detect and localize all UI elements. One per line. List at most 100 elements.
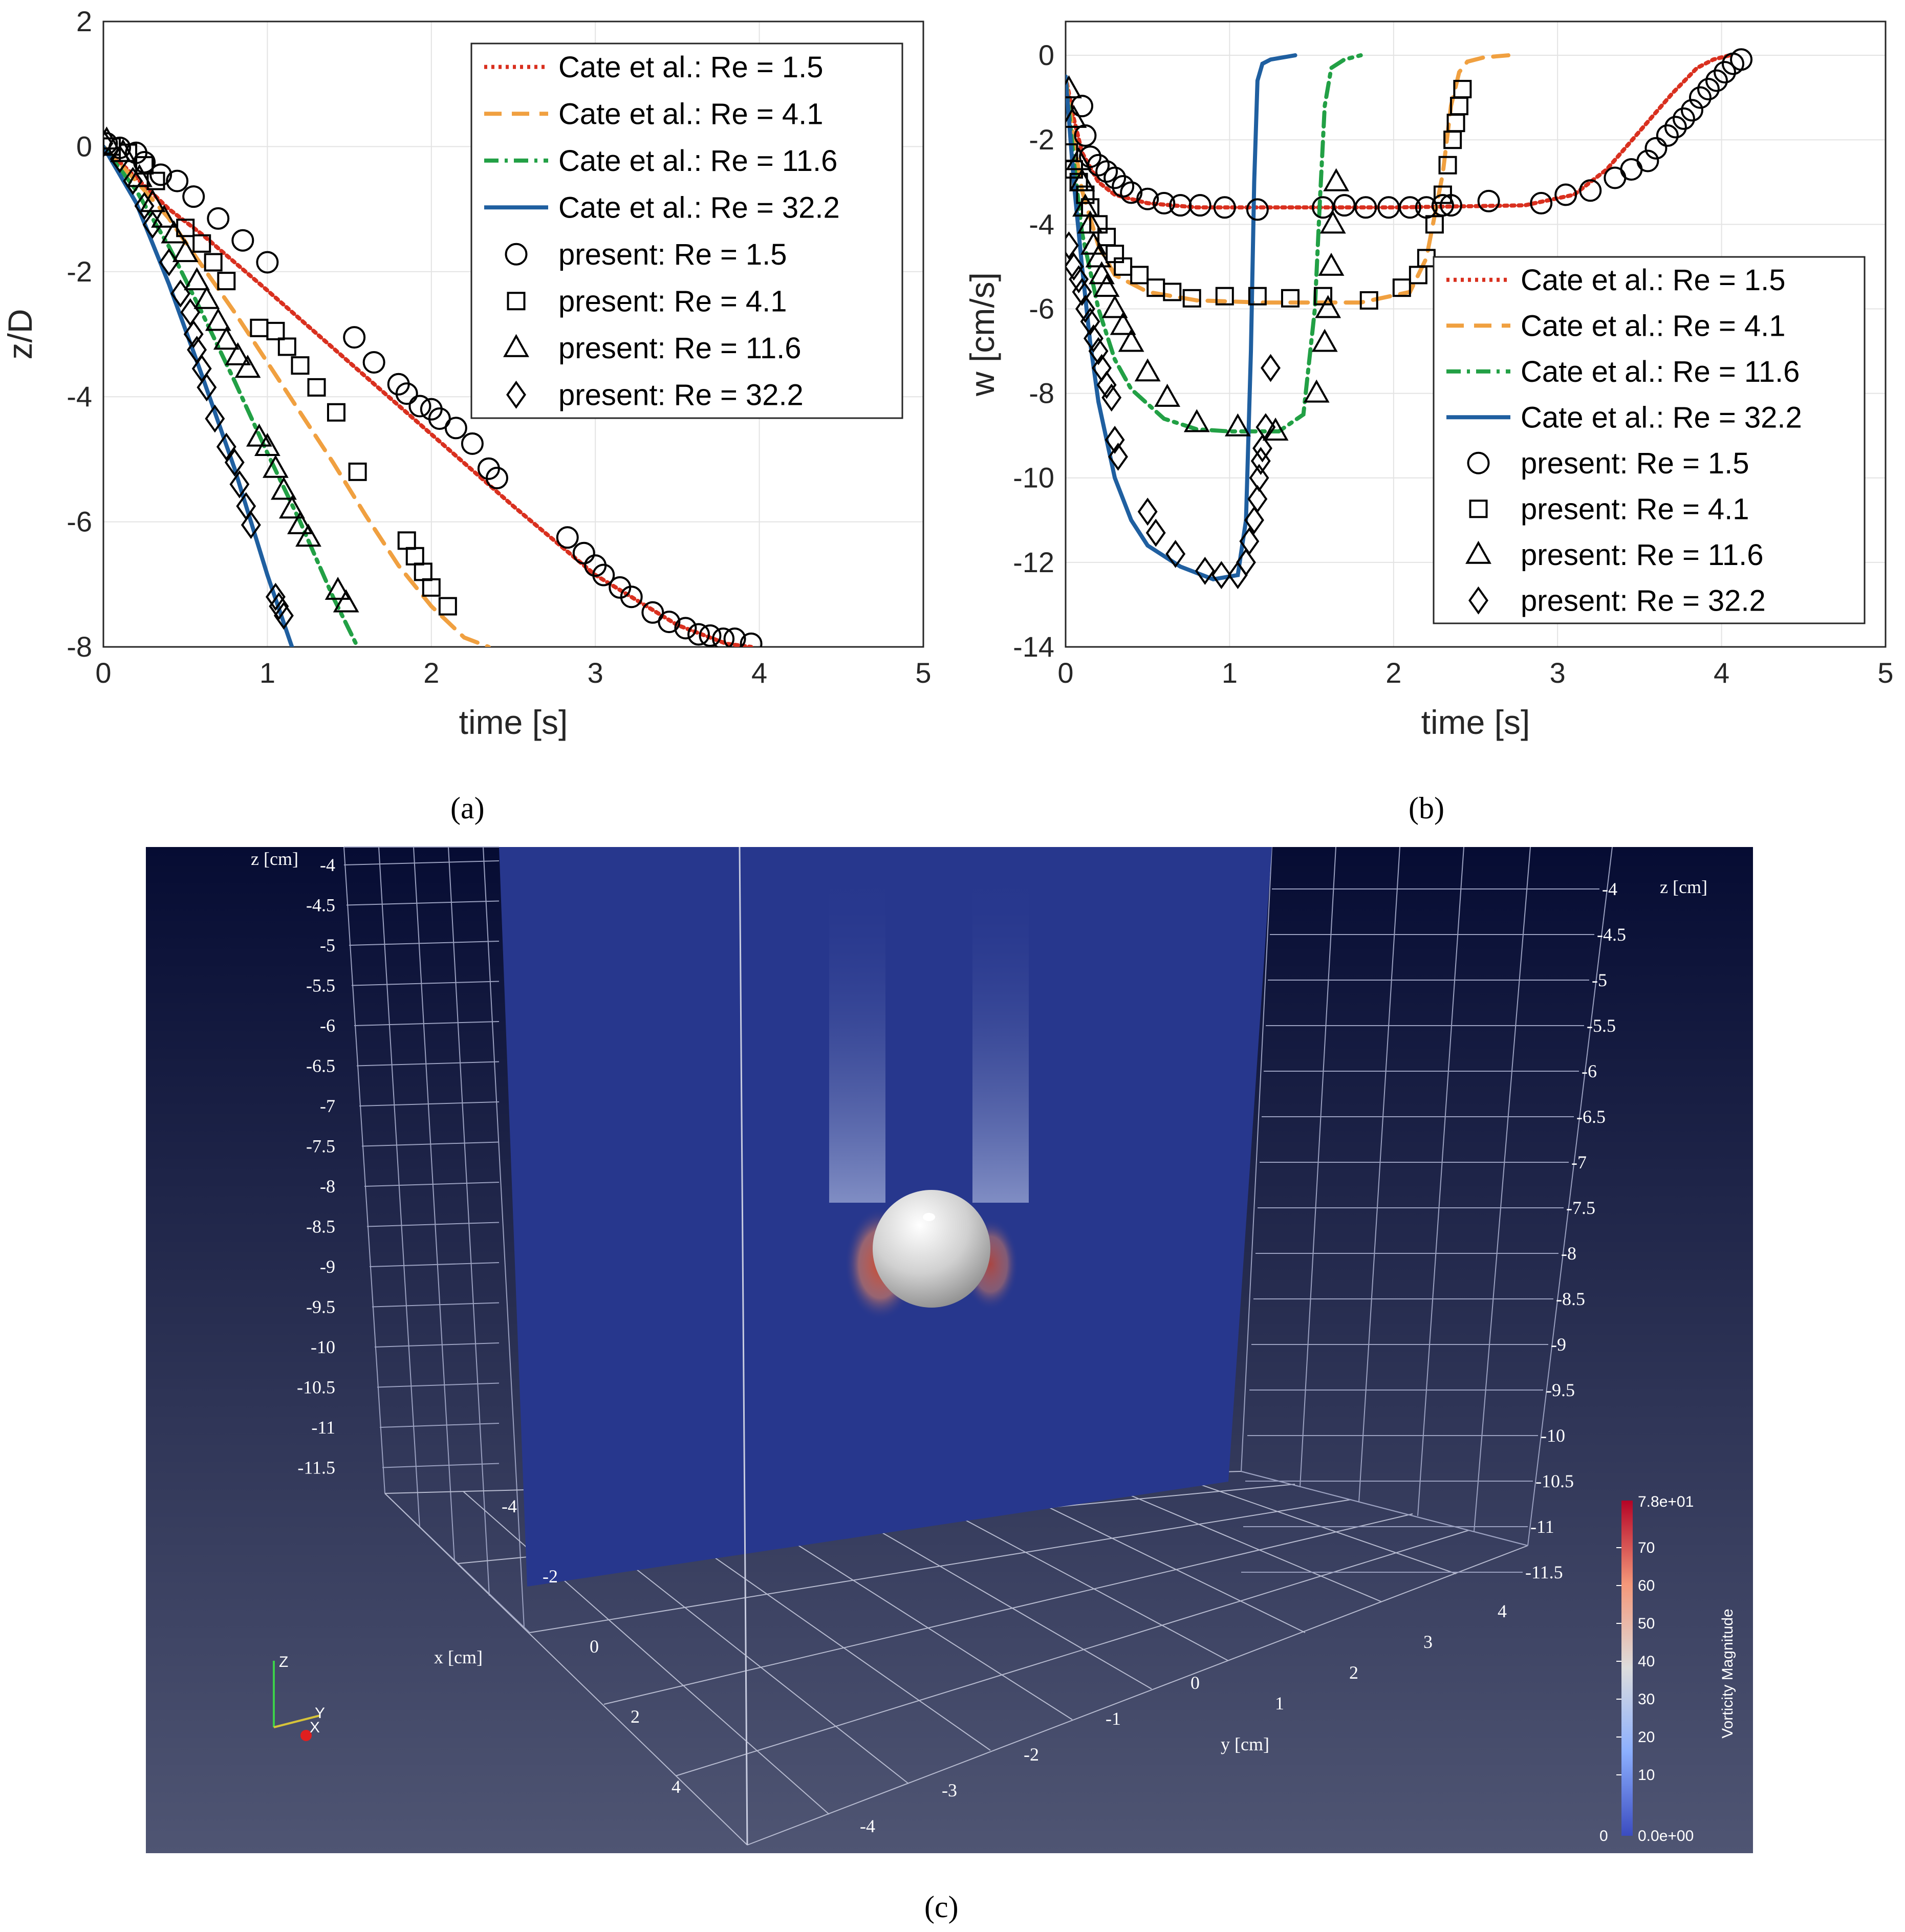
z-tick-left: -11 bbox=[311, 1417, 335, 1438]
x-tick-label: 1 bbox=[1222, 657, 1238, 689]
data-marker bbox=[192, 234, 211, 253]
data-marker bbox=[166, 169, 189, 192]
z-tick-left: -9.5 bbox=[306, 1297, 335, 1317]
data-marker bbox=[1118, 329, 1144, 352]
legend-label: Cate et al.: Re = 4.1 bbox=[558, 97, 823, 131]
data-marker bbox=[1656, 124, 1679, 147]
data-marker bbox=[184, 267, 210, 291]
data-marker bbox=[1076, 185, 1095, 204]
data-marker bbox=[1255, 413, 1276, 442]
data-marker bbox=[1730, 48, 1753, 71]
data-marker bbox=[225, 342, 251, 365]
left-wall-gridline bbox=[361, 1141, 500, 1147]
data-marker bbox=[1108, 442, 1128, 471]
data-marker bbox=[1319, 210, 1346, 234]
legend-label: present: Re = 11.6 bbox=[1521, 538, 1764, 572]
y-tick: -3 bbox=[942, 1780, 957, 1800]
left-wall-gridline bbox=[351, 981, 500, 986]
colorbar-max-label: 7.8e+01 bbox=[1638, 1493, 1694, 1510]
data-marker bbox=[1318, 252, 1345, 276]
data-marker bbox=[1433, 185, 1452, 204]
data-marker bbox=[1579, 179, 1602, 202]
z-tick-left: -5 bbox=[320, 935, 335, 956]
left-wall-gridline bbox=[356, 1061, 500, 1067]
left-wall-gridline bbox=[359, 1101, 500, 1106]
data-marker bbox=[254, 432, 280, 456]
data-marker bbox=[1066, 231, 1079, 260]
x-axis-label: time [s] bbox=[1421, 703, 1530, 741]
data-marker bbox=[1085, 244, 1112, 268]
data-marker bbox=[620, 585, 643, 609]
y-tick: 4 bbox=[1498, 1601, 1507, 1621]
data-marker bbox=[592, 563, 615, 587]
y-tick-label: -14 bbox=[1013, 631, 1054, 663]
x-tick-label: 5 bbox=[1877, 657, 1893, 689]
data-marker bbox=[291, 356, 310, 375]
data-marker bbox=[674, 617, 697, 640]
x-tick-label: 4 bbox=[751, 657, 767, 689]
data-marker bbox=[556, 526, 579, 549]
y-tick: -2 bbox=[1024, 1744, 1039, 1765]
data-marker bbox=[266, 321, 285, 340]
legend-label: present: Re = 4.1 bbox=[1521, 492, 1749, 526]
data-marker bbox=[1071, 95, 1094, 118]
legend-marker-swatch bbox=[505, 243, 528, 266]
data-marker bbox=[1153, 192, 1176, 215]
data-marker bbox=[1154, 383, 1181, 407]
x-axis-label: time [s] bbox=[459, 703, 568, 741]
data-marker bbox=[723, 627, 746, 647]
data-marker bbox=[1554, 183, 1577, 206]
data-marker bbox=[1248, 287, 1267, 306]
x-tick-label: 3 bbox=[1550, 657, 1566, 689]
data-marker bbox=[103, 129, 114, 158]
data-marker bbox=[422, 578, 441, 597]
data-marker bbox=[333, 589, 359, 613]
left-wall-gridline bbox=[372, 1302, 500, 1308]
y-axis-label: z/D bbox=[1, 309, 39, 360]
data-marker bbox=[348, 462, 367, 481]
data-marker bbox=[1163, 283, 1182, 301]
data-marker bbox=[1250, 447, 1271, 475]
data-marker bbox=[1714, 61, 1737, 84]
x-ticks: -4 -2 0 2 4 bbox=[502, 1496, 681, 1797]
data-marker bbox=[1130, 266, 1149, 285]
x-tick-label: 3 bbox=[588, 657, 603, 689]
data-marker bbox=[1195, 556, 1215, 585]
data-marker bbox=[1312, 196, 1335, 219]
legend-marker-swatch bbox=[1469, 500, 1488, 518]
data-marker bbox=[1182, 289, 1201, 308]
data-marker bbox=[1095, 160, 1118, 183]
plot-frame bbox=[1065, 20, 1887, 648]
legend-label: Cate et al.: Re = 1.5 bbox=[1521, 264, 1785, 297]
data-marker bbox=[1477, 189, 1500, 212]
data-marker bbox=[1224, 413, 1251, 437]
data-marker bbox=[1101, 295, 1128, 318]
x-tick-label: 4 bbox=[1714, 657, 1729, 689]
z-tick-left: -10.5 bbox=[297, 1377, 335, 1398]
y-axis-label: y [cm] bbox=[1221, 1734, 1269, 1754]
colorbar-tick-label: 60 bbox=[1638, 1577, 1655, 1594]
orientation-axes-widget: Z Y X bbox=[273, 1654, 325, 1741]
data-marker bbox=[1688, 86, 1712, 109]
z-tick-right: -5 bbox=[1592, 970, 1607, 990]
x-tick: 2 bbox=[631, 1706, 640, 1727]
data-marker bbox=[193, 286, 220, 309]
left-wall-gridline bbox=[343, 860, 500, 865]
left-wall-gridline bbox=[374, 1342, 500, 1348]
z-axis-label-right: z [cm] bbox=[1660, 877, 1707, 897]
data-marker bbox=[149, 163, 172, 186]
z-tick-left: -7 bbox=[320, 1096, 335, 1116]
caption-b: (b) bbox=[1409, 791, 1444, 825]
z-tick-left: -8.5 bbox=[306, 1217, 335, 1237]
data-marker bbox=[1244, 506, 1264, 534]
orientation-x-label: X bbox=[310, 1719, 320, 1736]
x-axis-label: x [cm] bbox=[434, 1647, 483, 1667]
plot-a: 0 1 2 3 4 5 2 0 -2 -4 -6 -8 time [s] z/D Cate et al.: … bbox=[1, 5, 932, 741]
plot-frame bbox=[102, 20, 924, 648]
legend-label: Cate et al.: Re = 11.6 bbox=[1521, 355, 1800, 388]
left-wall-gridline bbox=[346, 900, 500, 906]
data-marker bbox=[444, 417, 467, 440]
y-axis-label: w [cm/s] bbox=[963, 272, 1001, 397]
data-marker bbox=[182, 185, 205, 208]
data-marker bbox=[172, 239, 199, 263]
